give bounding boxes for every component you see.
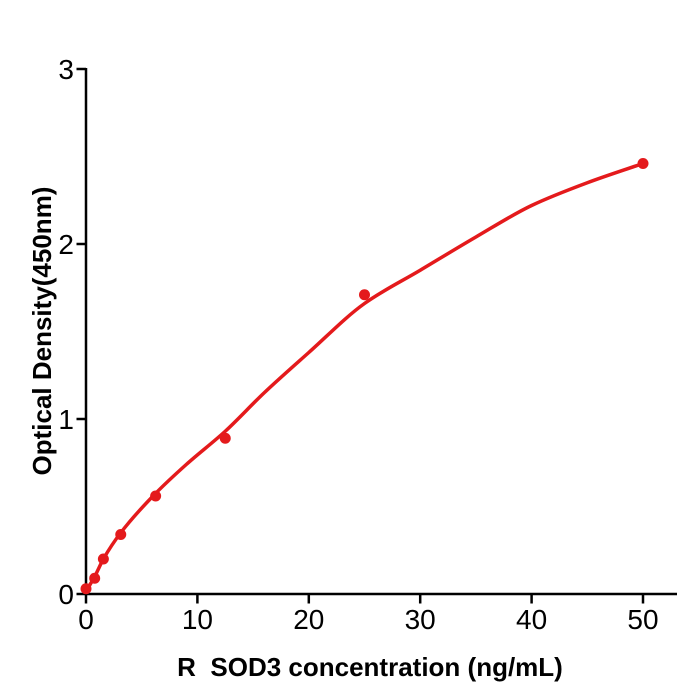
x-tick-label: 10	[182, 604, 213, 635]
data-point	[637, 158, 649, 169]
data-points-layer	[80, 158, 649, 595]
x-tick-label: 0	[78, 604, 94, 635]
fit-curve-layer	[84, 161, 645, 594]
axes-layer: 0 10 20 30 40 50 0 1 2 3	[58, 54, 677, 635]
x-tick-label: 50	[627, 604, 658, 635]
x-tick-label: 40	[516, 604, 547, 635]
x-axis-title: R SOD3 concentration (ng/mL)	[177, 652, 563, 682]
data-point	[89, 572, 101, 584]
data-point	[359, 289, 370, 301]
data-point	[80, 583, 92, 595]
data-point	[97, 553, 109, 565]
data-point	[219, 432, 231, 444]
data-point	[150, 490, 162, 502]
y-tick-label: 0	[58, 579, 74, 610]
fit-curve-line	[84, 161, 645, 594]
y-tick-label: 3	[58, 54, 74, 85]
x-tick-label: 30	[405, 604, 436, 635]
x-tick-label: 20	[293, 604, 324, 635]
y-axis-title: Optical Density(450nm)	[27, 186, 57, 476]
y-tick-label: 2	[58, 229, 74, 260]
y-tick-label: 1	[58, 404, 74, 435]
data-point	[115, 529, 127, 540]
